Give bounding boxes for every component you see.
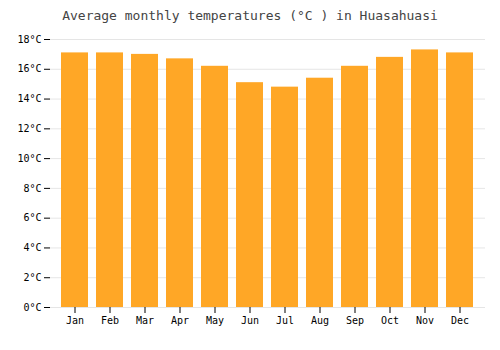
svg-text:10°C: 10°C bbox=[17, 153, 41, 164]
svg-text:Oct: Oct bbox=[381, 315, 399, 326]
svg-text:Nov: Nov bbox=[416, 315, 434, 326]
svg-text:6°C: 6°C bbox=[23, 212, 41, 223]
svg-text:8°C: 8°C bbox=[23, 183, 41, 194]
svg-text:12°C: 12°C bbox=[17, 123, 41, 134]
svg-text:0°C: 0°C bbox=[23, 302, 41, 313]
html-text:Average monthly temperatures (: Average monthly temperatures (°C ) in Hu… bbox=[62, 8, 438, 23]
svg-text:Dec: Dec bbox=[451, 315, 469, 326]
svg-text:Jan: Jan bbox=[66, 315, 84, 326]
svg-text:Aug: Aug bbox=[311, 315, 329, 326]
svg-text:Sep: Sep bbox=[346, 315, 364, 326]
svg-text:2°C: 2°C bbox=[23, 272, 41, 283]
svg-text:14°C: 14°C bbox=[17, 93, 41, 104]
svg-text:May: May bbox=[206, 315, 224, 326]
svg-text:Mar: Mar bbox=[136, 315, 154, 326]
svg-text:Feb: Feb bbox=[101, 315, 119, 326]
svg-text:Jul: Jul bbox=[276, 315, 294, 326]
svg-text:Apr: Apr bbox=[171, 315, 189, 326]
svg-text:4°C: 4°C bbox=[23, 242, 41, 253]
svg-text:Jun: Jun bbox=[241, 315, 259, 326]
svg-text:18°C: 18°C bbox=[17, 34, 41, 45]
svg-text:16°C: 16°C bbox=[17, 63, 41, 74]
